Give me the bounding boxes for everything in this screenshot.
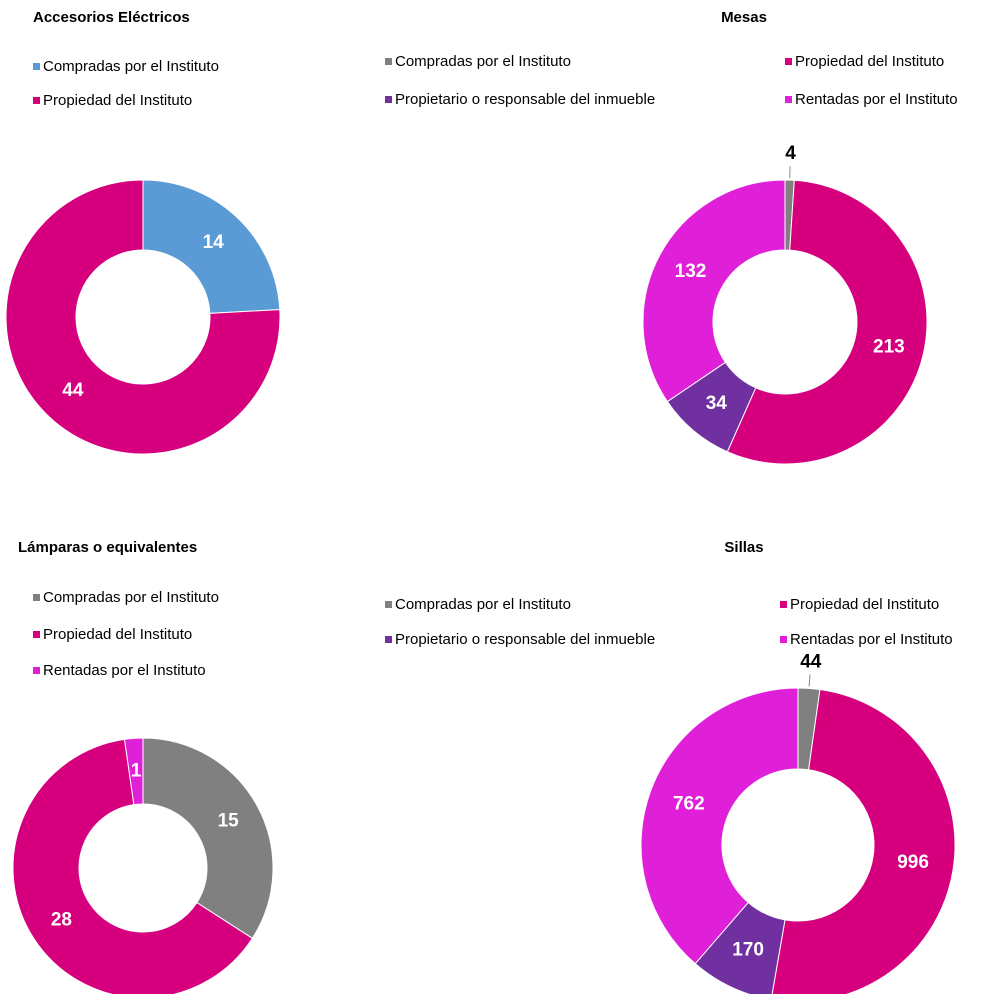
- data-label: 213: [873, 337, 905, 358]
- legend-label: Compradas por el Instituto: [395, 53, 571, 70]
- donut-slice: [123, 737, 144, 806]
- legend-swatch: [785, 96, 792, 103]
- data-label: 132: [675, 261, 707, 282]
- legend-label: Rentadas por el Instituto: [795, 91, 958, 108]
- legend-swatch: [33, 594, 40, 601]
- data-label: 28: [51, 909, 72, 930]
- donut-slice: [142, 179, 281, 314]
- legend-swatch: [385, 636, 392, 643]
- legend-label: Propiedad del Instituto: [790, 596, 939, 613]
- legend-swatch: [33, 631, 40, 638]
- data-label: 15: [218, 811, 240, 832]
- donut-slice: [12, 738, 254, 994]
- chart-title: Accesorios Eléctricos: [33, 9, 190, 26]
- chart-title: Lámparas o equivalentes: [18, 539, 197, 556]
- legend-label: Propietario o responsable del inmueble: [395, 91, 655, 108]
- data-label: 4: [785, 143, 796, 164]
- legend-label: Compradas por el Instituto: [395, 596, 571, 613]
- legend-label: Propiedad del Instituto: [43, 92, 192, 109]
- donut-slice: [640, 687, 799, 965]
- data-label: 14: [203, 232, 225, 253]
- data-label: 170: [732, 939, 764, 960]
- legend-swatch: [385, 96, 392, 103]
- legend-label: Rentadas por el Instituto: [790, 631, 953, 648]
- legend-swatch: [385, 58, 392, 65]
- data-label: 996: [897, 852, 929, 873]
- legend-swatch: [385, 601, 392, 608]
- legend-swatch: [33, 667, 40, 674]
- donut-slice: [771, 688, 956, 994]
- legend-swatch: [33, 63, 40, 70]
- chart-title: Mesas: [721, 9, 767, 26]
- data-label: 44: [800, 651, 822, 672]
- legend-swatch: [33, 97, 40, 104]
- donut-slice: [726, 179, 928, 465]
- data-label: 1: [131, 760, 142, 781]
- legend-label: Propiedad del Instituto: [795, 53, 944, 70]
- legend-label: Compradas por el Instituto: [43, 58, 219, 75]
- legend-swatch: [780, 601, 787, 608]
- legend-label: Propiedad del Instituto: [43, 626, 192, 643]
- donut-slice: [5, 179, 281, 455]
- donut-slice: [142, 737, 274, 939]
- legend-label: Compradas por el Instituto: [43, 589, 219, 606]
- legend-label: Propietario o responsable del inmueble: [395, 631, 655, 648]
- legend-swatch: [780, 636, 787, 643]
- data-label: 34: [706, 393, 728, 414]
- legend-label: Rentadas por el Instituto: [43, 662, 206, 679]
- data-label: 44: [62, 380, 84, 401]
- leader-line: [808, 674, 811, 687]
- data-label: 762: [673, 793, 705, 814]
- donut-slice: [642, 179, 786, 403]
- chart-title: Sillas: [724, 539, 763, 556]
- legend-swatch: [785, 58, 792, 65]
